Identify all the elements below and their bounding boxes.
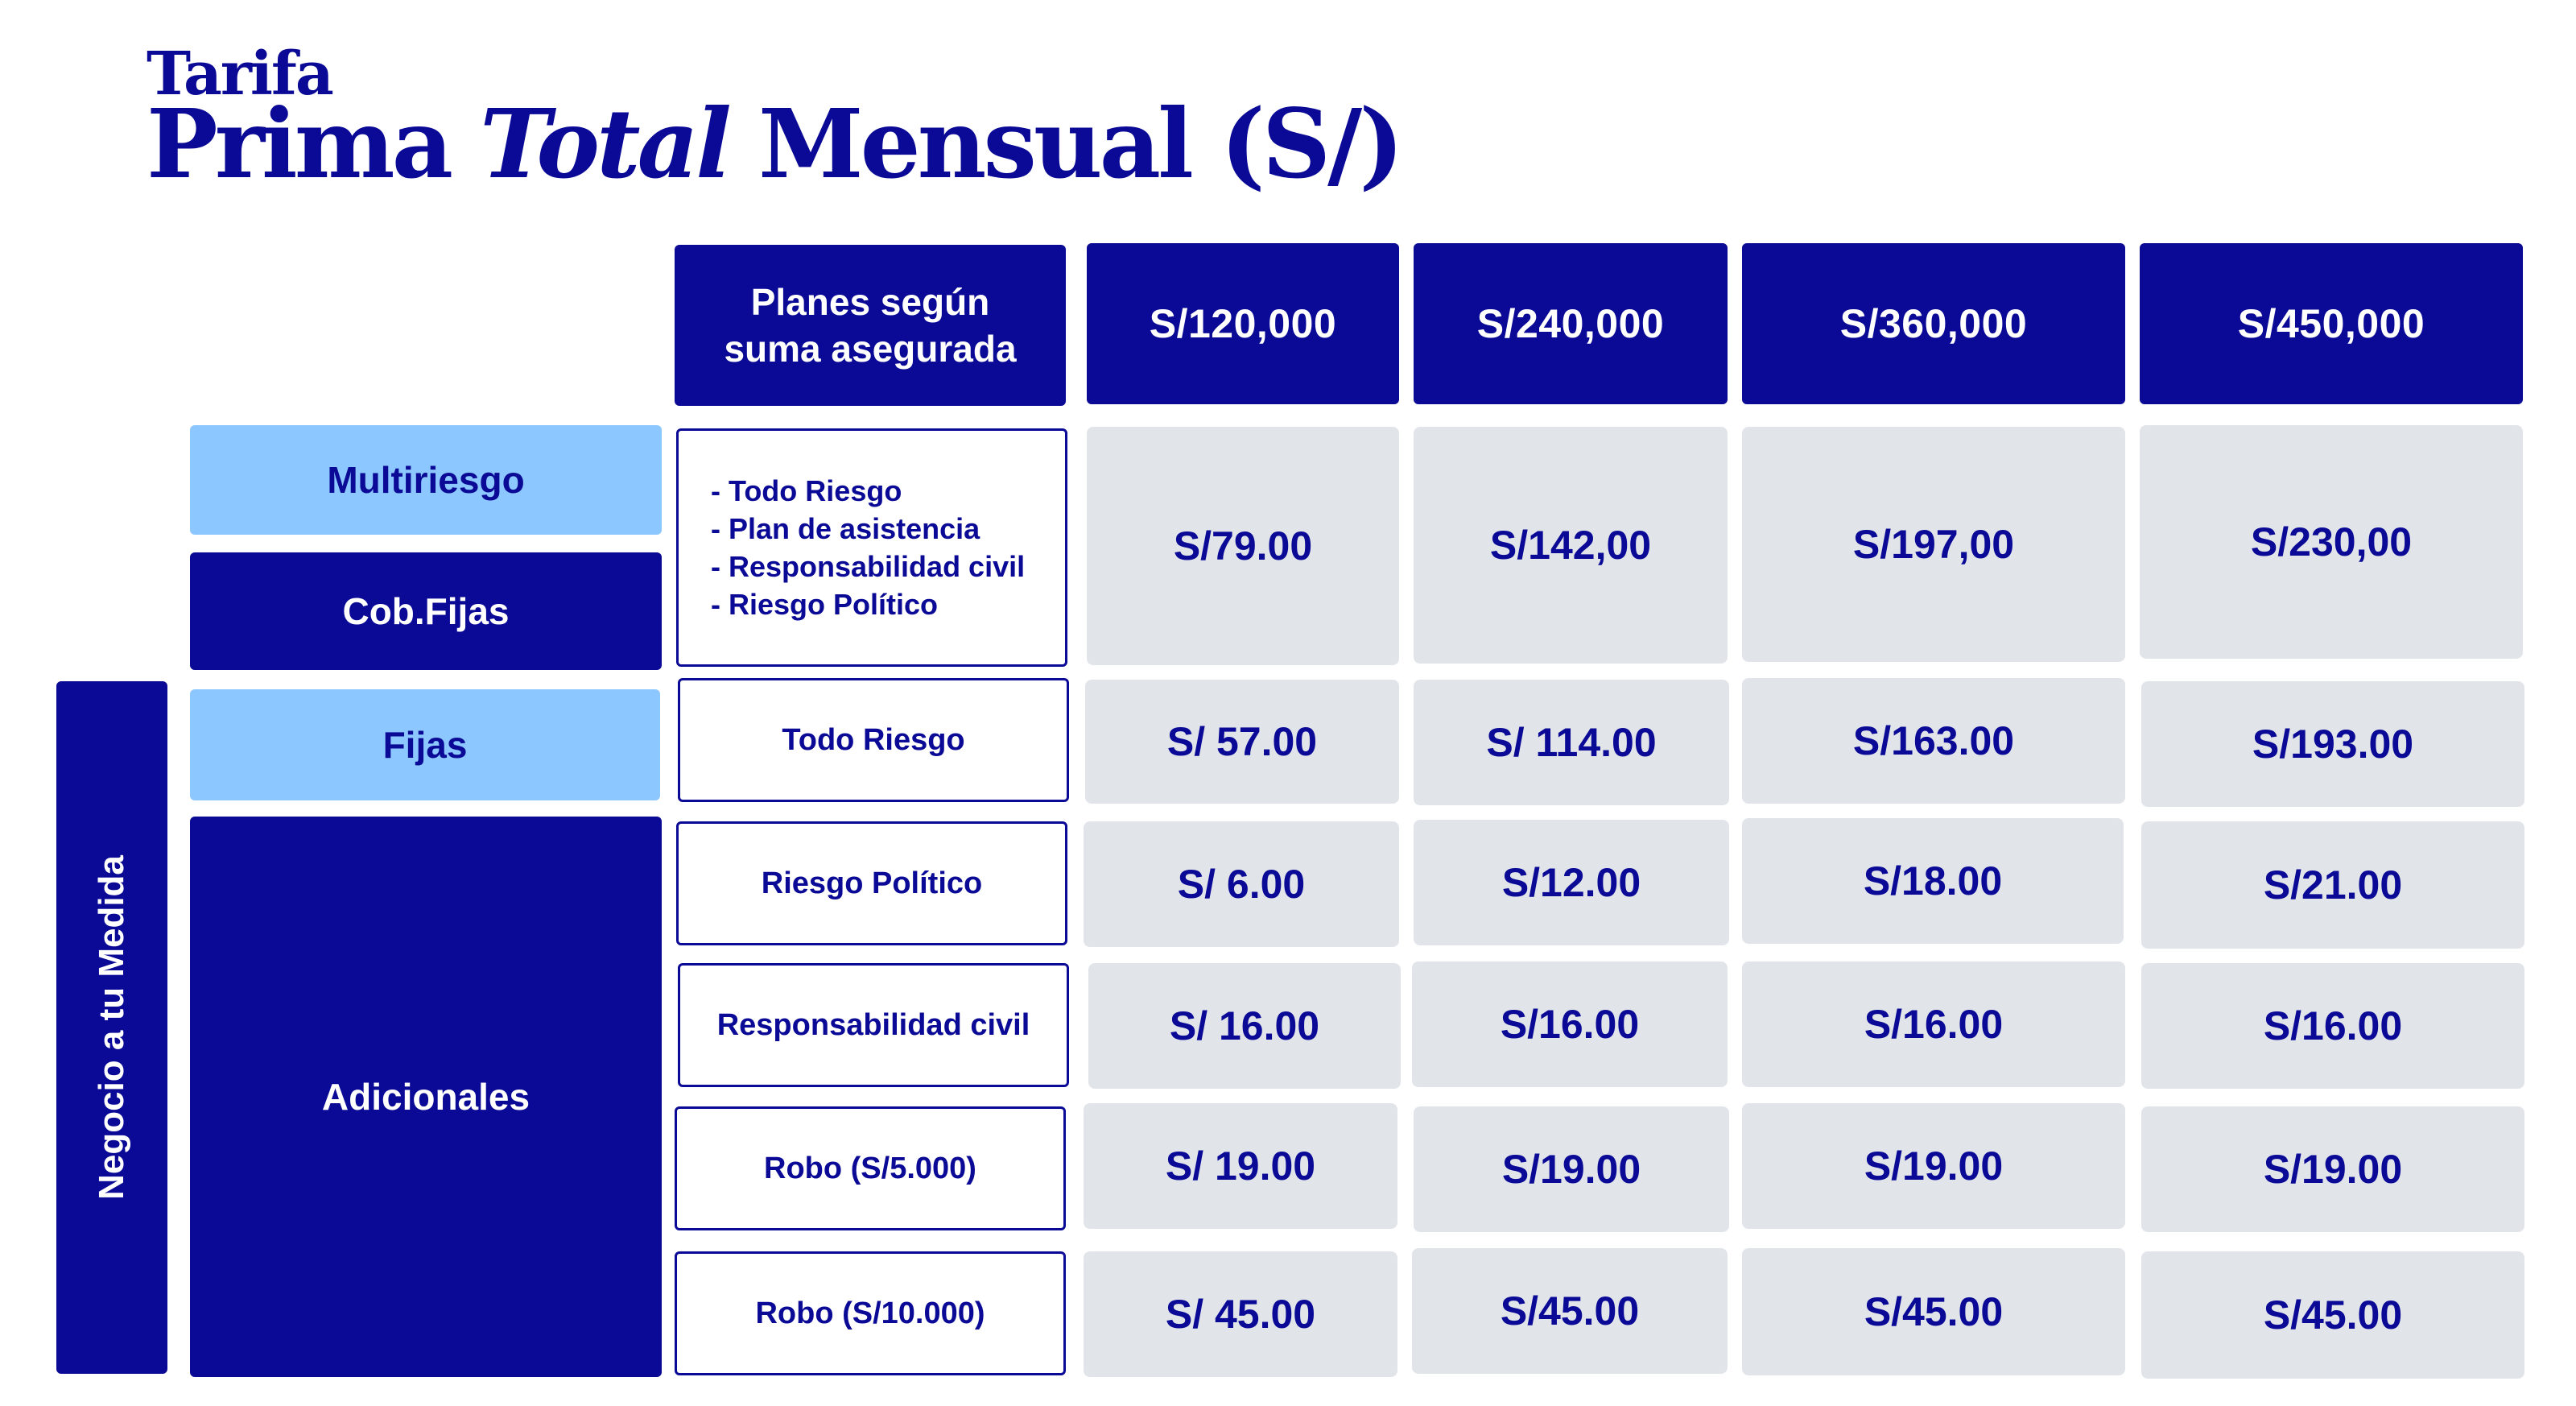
value-cell: S/18.00 bbox=[1742, 818, 2124, 944]
header-plans-label: Planes según suma asegurada bbox=[724, 281, 1017, 370]
title-part-total: Total bbox=[480, 88, 732, 200]
plan-todo-riesgo: Todo Riesgo bbox=[678, 678, 1069, 802]
side-label-negocio: Negocio a tu Medida bbox=[56, 681, 167, 1374]
value-cell: S/19.00 bbox=[1414, 1106, 1729, 1232]
value-cell: S/21.00 bbox=[2141, 821, 2524, 949]
value-cell: S/197,00 bbox=[1742, 427, 2125, 662]
value-cell: S/19.00 bbox=[2141, 1106, 2524, 1232]
category-adicionales: Adicionales bbox=[190, 817, 662, 1377]
value-cell: S/12.00 bbox=[1414, 820, 1729, 945]
bullet-item: Plan de asistencia bbox=[711, 510, 1065, 548]
value-cell: S/ 6.00 bbox=[1084, 821, 1399, 947]
value-cell: S/ 114.00 bbox=[1414, 680, 1729, 805]
bullet-item: Riesgo Político bbox=[711, 585, 1065, 623]
plan-robo-5000: Robo (S/5.000) bbox=[675, 1106, 1066, 1230]
value-cell: S/ 16.00 bbox=[1088, 963, 1401, 1089]
value-cell: S/ 19.00 bbox=[1084, 1103, 1397, 1229]
side-label-text: Negocio a tu Medida bbox=[92, 855, 131, 1200]
value-cell: S/16.00 bbox=[1412, 961, 1728, 1087]
title-part-prima: Prima bbox=[147, 88, 481, 200]
value-cell: S/45.00 bbox=[1412, 1248, 1728, 1374]
page-title: Prima Total Mensual (S/) bbox=[147, 84, 1404, 205]
category-cob-fijas: Cob.Fijas bbox=[190, 552, 662, 670]
bullet-item: Todo Riesgo bbox=[711, 472, 1065, 510]
title-tarifa: Tarifa bbox=[147, 39, 334, 109]
value-cell: S/45.00 bbox=[2141, 1251, 2524, 1379]
value-cell: S/142,00 bbox=[1414, 427, 1728, 664]
plan-responsabilidad-civil: Responsabilidad civil bbox=[678, 963, 1069, 1087]
bullet-item: Responsabilidad civil bbox=[711, 548, 1065, 585]
value-cell: S/45.00 bbox=[1742, 1248, 2125, 1375]
value-cell: S/16.00 bbox=[2141, 963, 2524, 1089]
header-amount-240000: S/240,000 bbox=[1414, 243, 1728, 404]
value-cell: S/19.00 bbox=[1742, 1103, 2125, 1229]
value-cell: S/163.00 bbox=[1742, 678, 2125, 804]
value-cell: S/79.00 bbox=[1087, 427, 1399, 665]
header-amount-450000: S/450,000 bbox=[2140, 243, 2523, 404]
title-part-mensual: Mensual (S/) bbox=[728, 88, 1404, 200]
category-multiriesgo: Multiriesgo bbox=[190, 425, 662, 535]
category-fijas: Fijas bbox=[190, 689, 660, 800]
header-amount-360000: S/360,000 bbox=[1742, 243, 2125, 404]
value-cell: S/16.00 bbox=[1742, 961, 2125, 1087]
value-cell: S/230,00 bbox=[2140, 425, 2523, 659]
value-cell: S/ 57.00 bbox=[1085, 680, 1399, 804]
header-amount-120000: S/120,000 bbox=[1087, 243, 1399, 404]
value-cell: S/193.00 bbox=[2141, 681, 2524, 807]
multiriesgo-bullet-list: Todo Riesgo Plan de asistencia Responsab… bbox=[679, 472, 1065, 623]
plan-riesgo-politico: Riesgo Político bbox=[676, 821, 1067, 945]
header-plans: Planes según suma asegurada bbox=[675, 245, 1066, 406]
plan-robo-10000: Robo (S/10.000) bbox=[675, 1251, 1066, 1375]
value-cell: S/ 45.00 bbox=[1084, 1251, 1397, 1377]
plan-multiriesgo-list: Todo Riesgo Plan de asistencia Responsab… bbox=[676, 428, 1067, 667]
